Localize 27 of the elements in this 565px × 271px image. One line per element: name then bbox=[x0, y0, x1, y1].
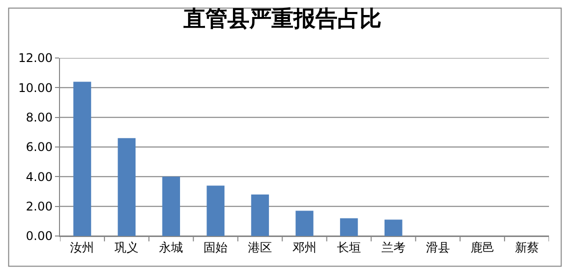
x-tick-label: 邓州 bbox=[292, 240, 316, 254]
y-tick-label: 6.00 bbox=[26, 140, 53, 154]
bar bbox=[162, 176, 180, 236]
bar bbox=[73, 82, 92, 236]
x-tick-label: 滑县 bbox=[426, 240, 450, 254]
x-tick-label: 汝州 bbox=[70, 240, 94, 254]
x-tick-label: 永城 bbox=[159, 240, 184, 254]
y-tick-label: 2.00 bbox=[26, 200, 53, 214]
x-tick-label: 港区 bbox=[248, 240, 272, 254]
y-tick-label: 4.00 bbox=[26, 170, 53, 184]
bar bbox=[384, 220, 402, 236]
bar bbox=[296, 210, 314, 236]
y-tick-label: 8.00 bbox=[26, 110, 53, 125]
x-tick-label: 新蔡 bbox=[514, 240, 539, 254]
x-tick-label: 巩义 bbox=[114, 240, 139, 254]
x-tick-label: 兰考 bbox=[381, 240, 406, 254]
chart-title: 直管县严重报告占比 bbox=[182, 6, 382, 32]
y-tick-label: 10.00 bbox=[18, 80, 53, 95]
bar bbox=[251, 194, 269, 236]
y-tick-label: 12.00 bbox=[18, 51, 53, 66]
y-tick-label: 0.00 bbox=[26, 229, 53, 244]
x-tick-label: 鹿邑 bbox=[470, 240, 494, 254]
x-tick-label: 长垣 bbox=[336, 240, 361, 254]
bar bbox=[118, 138, 136, 236]
bar bbox=[340, 218, 358, 236]
bar bbox=[206, 186, 224, 236]
x-tick-label: 固始 bbox=[204, 240, 228, 254]
